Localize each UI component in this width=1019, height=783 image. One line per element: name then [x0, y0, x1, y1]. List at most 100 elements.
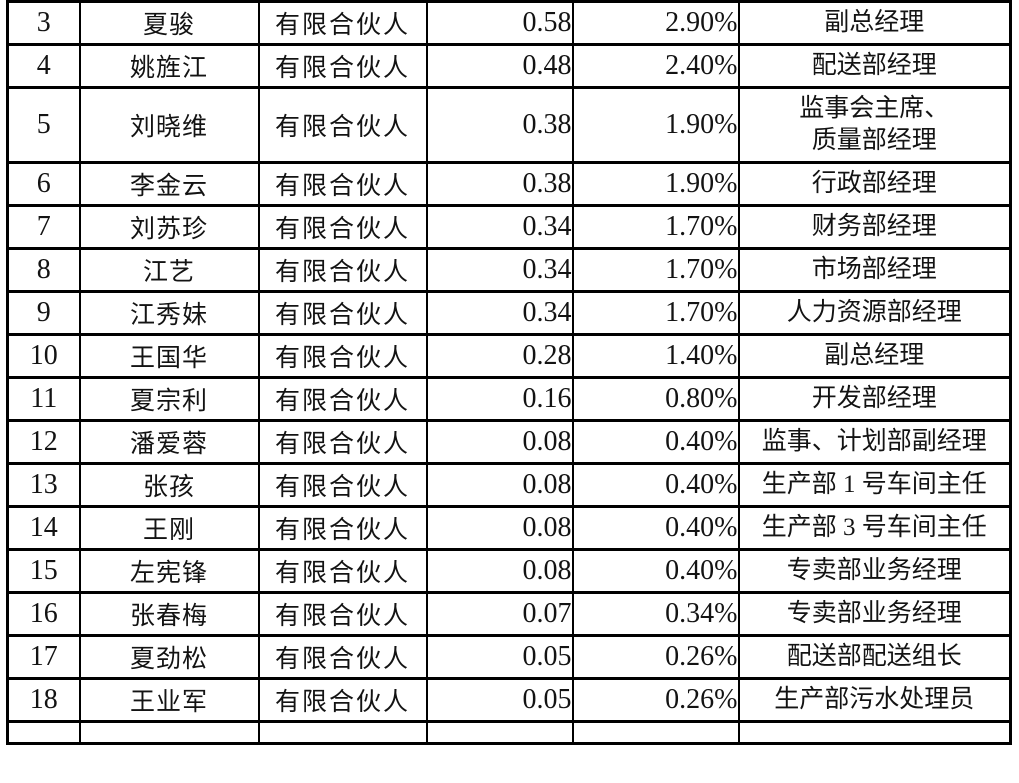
cell-partner-type: 有限合伙人: [257, 634, 428, 680]
table-row: 17 夏劲松 有限合伙人 0.05 0.26% 配送部配送组长: [6, 634, 1012, 680]
cell-partner-type: 有限合伙人: [257, 376, 428, 422]
cell-partner-type: 有限合伙人: [257, 462, 428, 508]
cell-contribution-amount: 0.58: [425, 0, 574, 46]
cell-row-number: 12: [6, 419, 81, 465]
cell-position-title: 监事会主席、 质量部经理: [737, 86, 1012, 164]
cell-contribution-ratio-empty: [571, 720, 740, 745]
cell-partner-type-empty: [257, 720, 428, 745]
cell-contribution-ratio: 1.90%: [571, 86, 740, 164]
cell-partner-type: 有限合伙人: [257, 290, 428, 336]
cell-contribution-amount: 0.08: [425, 462, 574, 508]
cell-row-number: 16: [6, 591, 81, 637]
cell-contribution-ratio: 0.80%: [571, 376, 740, 422]
cell-partner-name: 王国华: [78, 333, 260, 379]
cell-contribution-ratio: 0.40%: [571, 419, 740, 465]
table-row: 7 刘苏珍 有限合伙人 0.34 1.70% 财务部经理: [6, 204, 1012, 250]
partner-table-body: 3 夏骏 有限合伙人 0.58 2.90% 副总经理 4 姚旌江 有限合伙人 0.48 2.40% 配…: [6, 0, 1012, 745]
cell-partner-name: 江艺: [78, 247, 260, 293]
table-row: 8 江艺 有限合伙人 0.34 1.70% 市场部经理: [6, 247, 1012, 293]
cell-partner-name: 张春梅: [78, 591, 260, 637]
cell-row-number: 18: [6, 677, 81, 723]
cell-row-number: 3: [6, 0, 81, 46]
cell-partner-name: 夏宗利: [78, 376, 260, 422]
table-row: 13 张孩 有限合伙人 0.08 0.40% 生产部 1 号车间主任: [6, 462, 1012, 508]
cell-row-number: 8: [6, 247, 81, 293]
cell-position-title: 监事、计划部副经理: [737, 419, 1012, 465]
cell-partner-type: 有限合伙人: [257, 204, 428, 250]
cell-contribution-amount: 0.08: [425, 419, 574, 465]
cell-contribution-amount: 0.05: [425, 634, 574, 680]
cell-contribution-ratio: 1.70%: [571, 290, 740, 336]
cell-partner-name: 刘晓维: [78, 86, 260, 164]
cell-contribution-amount-empty: [425, 720, 574, 745]
cell-contribution-amount: 0.05: [425, 677, 574, 723]
cell-contribution-amount: 0.08: [425, 505, 574, 551]
cell-row-number: 4: [6, 43, 81, 89]
cell-position-title: 配送部经理: [737, 43, 1012, 89]
cell-contribution-amount: 0.48: [425, 43, 574, 89]
cell-partner-type: 有限合伙人: [257, 43, 428, 89]
cell-contribution-ratio: 0.34%: [571, 591, 740, 637]
cell-contribution-ratio: 0.40%: [571, 462, 740, 508]
cell-partner-type: 有限合伙人: [257, 0, 428, 46]
cell-partner-type: 有限合伙人: [257, 677, 428, 723]
cell-position-title: 副总经理: [737, 0, 1012, 46]
cell-contribution-amount: 0.34: [425, 290, 574, 336]
cell-row-number-empty: [6, 720, 81, 745]
cell-contribution-ratio: 0.26%: [571, 634, 740, 680]
cell-partner-type: 有限合伙人: [257, 161, 428, 207]
cell-contribution-ratio: 0.40%: [571, 505, 740, 551]
partner-table: 3 夏骏 有限合伙人 0.58 2.90% 副总经理 4 姚旌江 有限合伙人 0.48 2.40% 配…: [6, 0, 1012, 745]
cell-contribution-amount: 0.38: [425, 161, 574, 207]
cell-contribution-ratio: 2.40%: [571, 43, 740, 89]
cell-contribution-amount: 0.34: [425, 204, 574, 250]
cell-partner-name: 张孩: [78, 462, 260, 508]
cell-position-title-empty: [737, 720, 1012, 745]
cell-partner-type: 有限合伙人: [257, 591, 428, 637]
table-row: 10 王国华 有限合伙人 0.28 1.40% 副总经理: [6, 333, 1012, 379]
table-row: 18 王业军 有限合伙人 0.05 0.26% 生产部污水处理员: [6, 677, 1012, 723]
cell-position-title: 生产部污水处理员: [737, 677, 1012, 723]
cell-partner-type: 有限合伙人: [257, 548, 428, 594]
cell-partner-name: 王刚: [78, 505, 260, 551]
cell-position-title: 配送部配送组长: [737, 634, 1012, 680]
cell-position-title: 财务部经理: [737, 204, 1012, 250]
cell-partner-type: 有限合伙人: [257, 505, 428, 551]
cell-position-title: 行政部经理: [737, 161, 1012, 207]
cell-contribution-amount: 0.16: [425, 376, 574, 422]
cell-partner-type: 有限合伙人: [257, 86, 428, 164]
cell-contribution-ratio: 0.40%: [571, 548, 740, 594]
cell-position-title: 专卖部业务经理: [737, 591, 1012, 637]
cell-row-number: 15: [6, 548, 81, 594]
table-row: 14 王刚 有限合伙人 0.08 0.40% 生产部 3 号车间主任: [6, 505, 1012, 551]
cell-partner-type: 有限合伙人: [257, 333, 428, 379]
cell-partner-name: 夏劲松: [78, 634, 260, 680]
cell-contribution-ratio: 1.70%: [571, 247, 740, 293]
cell-partner-name: 左宪锋: [78, 548, 260, 594]
cell-row-number: 5: [6, 86, 81, 164]
cell-row-number: 13: [6, 462, 81, 508]
cell-partner-name: 姚旌江: [78, 43, 260, 89]
cell-partner-name: 刘苏珍: [78, 204, 260, 250]
cell-row-number: 7: [6, 204, 81, 250]
cell-contribution-ratio: 1.40%: [571, 333, 740, 379]
cell-contribution-amount: 0.08: [425, 548, 574, 594]
cell-contribution-amount: 0.07: [425, 591, 574, 637]
cell-partner-name: 李金云: [78, 161, 260, 207]
cell-contribution-ratio: 0.26%: [571, 677, 740, 723]
cell-partner-name: 夏骏: [78, 0, 260, 46]
table-row: 16 张春梅 有限合伙人 0.07 0.34% 专卖部业务经理: [6, 591, 1012, 637]
table-row: 12 潘爱蓉 有限合伙人 0.08 0.40% 监事、计划部副经理: [6, 419, 1012, 465]
cell-partner-name-empty: [78, 720, 260, 745]
cell-partner-name: 潘爱蓉: [78, 419, 260, 465]
table-row: 3 夏骏 有限合伙人 0.58 2.90% 副总经理: [6, 0, 1012, 46]
table-row: 5 刘晓维 有限合伙人 0.38 1.90% 监事会主席、 质量部经理: [6, 86, 1012, 164]
cell-position-title: 生产部 3 号车间主任: [737, 505, 1012, 551]
cell-position-title: 专卖部业务经理: [737, 548, 1012, 594]
cell-partner-type: 有限合伙人: [257, 419, 428, 465]
cell-position-title: 市场部经理: [737, 247, 1012, 293]
cell-position-title: 开发部经理: [737, 376, 1012, 422]
cell-contribution-ratio: 1.90%: [571, 161, 740, 207]
cell-row-number: 11: [6, 376, 81, 422]
